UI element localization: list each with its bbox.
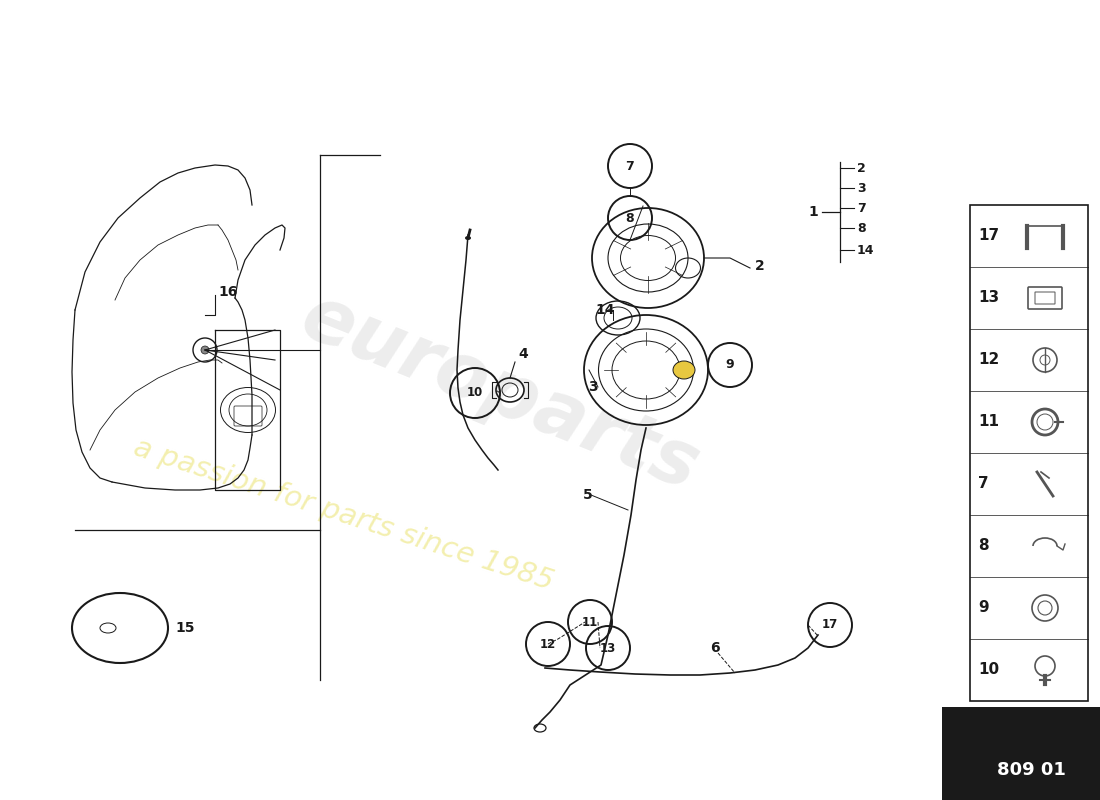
Text: 7: 7 — [857, 202, 866, 214]
Text: 7: 7 — [978, 477, 989, 491]
Text: 1: 1 — [808, 205, 818, 219]
Text: 4: 4 — [518, 347, 528, 361]
Text: 8: 8 — [978, 538, 989, 554]
Text: 10: 10 — [466, 386, 483, 399]
FancyArrow shape — [980, 735, 1040, 761]
Ellipse shape — [465, 236, 471, 240]
FancyBboxPatch shape — [970, 205, 1088, 701]
Text: 17: 17 — [822, 618, 838, 631]
Text: 809 01: 809 01 — [997, 761, 1066, 779]
Text: 5: 5 — [583, 488, 593, 502]
Text: 12: 12 — [540, 638, 557, 650]
Ellipse shape — [673, 361, 695, 379]
Text: 2: 2 — [857, 162, 866, 174]
Text: 11: 11 — [978, 414, 999, 430]
Text: a passion for parts since 1985: a passion for parts since 1985 — [130, 434, 557, 596]
Text: 9: 9 — [978, 601, 989, 615]
Text: europarts: europarts — [290, 279, 710, 506]
Text: 9: 9 — [726, 358, 735, 371]
Text: 14: 14 — [857, 243, 874, 257]
Text: 12: 12 — [978, 353, 999, 367]
Circle shape — [201, 346, 209, 354]
Text: 8: 8 — [857, 222, 866, 234]
Text: 7: 7 — [626, 159, 635, 173]
Text: 14: 14 — [595, 303, 615, 317]
Text: 13: 13 — [600, 642, 616, 654]
Text: 16: 16 — [218, 285, 238, 299]
Text: 17: 17 — [978, 229, 999, 243]
FancyBboxPatch shape — [970, 720, 1088, 782]
Text: 3: 3 — [588, 380, 597, 394]
Text: 2: 2 — [755, 259, 764, 273]
Text: 15: 15 — [175, 621, 195, 635]
Text: 3: 3 — [857, 182, 866, 194]
Text: 10: 10 — [978, 662, 999, 678]
Text: 8: 8 — [626, 211, 635, 225]
Text: 13: 13 — [978, 290, 999, 306]
Text: 11: 11 — [582, 615, 598, 629]
Text: 6: 6 — [710, 641, 719, 655]
